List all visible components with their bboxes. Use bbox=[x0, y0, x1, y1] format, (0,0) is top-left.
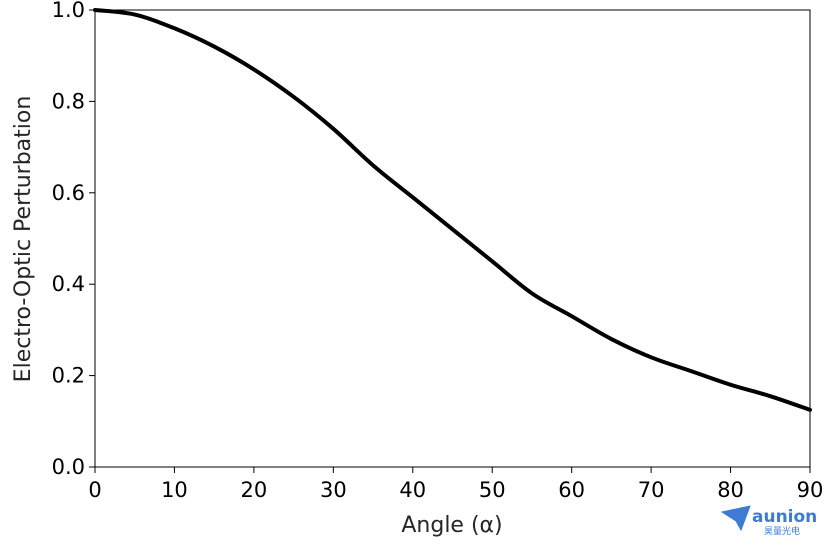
x-tick-label: 70 bbox=[638, 478, 665, 502]
x-tick-label: 50 bbox=[479, 478, 506, 502]
y-tick-label: 0.0 bbox=[52, 455, 85, 479]
y-axis-label: Electro-Optic Perturbation bbox=[11, 96, 36, 383]
series-line bbox=[93, 8, 812, 412]
x-tick-label: 20 bbox=[241, 478, 268, 502]
x-axis-label: Angle (α) bbox=[401, 513, 502, 538]
y-tick-label: 0.6 bbox=[52, 181, 85, 205]
x-tick-label: 60 bbox=[558, 478, 585, 502]
x-tick-label: 40 bbox=[399, 478, 426, 502]
plot-frame bbox=[94, 9, 811, 468]
paper-plane-icon bbox=[720, 505, 751, 532]
watermark-brand: aunion bbox=[752, 507, 817, 527]
y-tick-label: 0.2 bbox=[52, 364, 85, 388]
watermark: aunion 昊量光电 bbox=[720, 505, 817, 537]
x-tick-label: 30 bbox=[320, 478, 347, 502]
x-tick-label: 90 bbox=[797, 478, 824, 502]
y-tick-label: 1.0 bbox=[52, 0, 85, 22]
x-tick-label: 10 bbox=[161, 478, 188, 502]
watermark-subtitle: 昊量光电 bbox=[764, 525, 800, 537]
y-tick-label: 0.8 bbox=[52, 89, 85, 113]
y-tick-label: 0.4 bbox=[52, 272, 85, 296]
x-tick-label: 0 bbox=[88, 478, 101, 502]
x-tick-label: 80 bbox=[717, 478, 744, 502]
x-axis: 0 10 20 30 40 50 60 70 80 90 bbox=[88, 467, 823, 502]
y-axis: 0.0 0.2 0.4 0.6 0.8 1.0 bbox=[52, 0, 95, 479]
